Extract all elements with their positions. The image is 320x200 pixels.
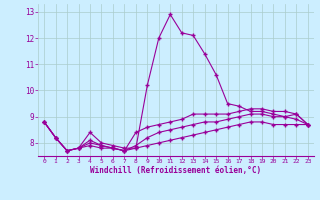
- X-axis label: Windchill (Refroidissement éolien,°C): Windchill (Refroidissement éolien,°C): [91, 166, 261, 175]
